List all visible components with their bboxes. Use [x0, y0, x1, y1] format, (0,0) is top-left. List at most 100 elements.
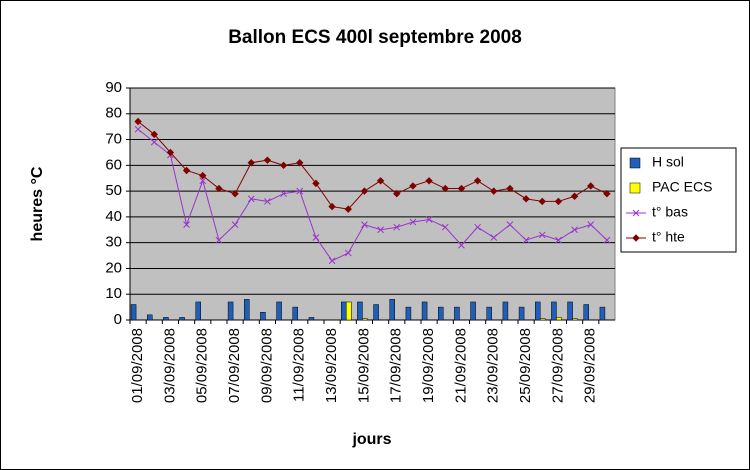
- x-tick-label: 13/09/2008: [323, 328, 340, 403]
- plot-area: [129, 87, 616, 321]
- marker: [328, 257, 336, 265]
- bar: [227, 301, 234, 321]
- marker: [425, 177, 433, 185]
- marker: [376, 177, 385, 185]
- y-tick-label: 10: [105, 285, 122, 302]
- bar: [130, 304, 137, 321]
- legend-swatch: [629, 157, 641, 169]
- marker: [134, 125, 142, 133]
- x-tick-label: 21/09/2008: [452, 328, 469, 403]
- marker: [603, 189, 611, 198]
- marker: [425, 216, 433, 223]
- marker: [182, 166, 191, 175]
- marker: [215, 236, 223, 244]
- x-tick-label: 15/09/2008: [355, 328, 372, 403]
- x-tick-label: 25/09/2008: [517, 328, 534, 403]
- marker: [554, 197, 563, 206]
- bar: [389, 299, 395, 321]
- marker: [231, 221, 239, 228]
- marker: [150, 138, 158, 146]
- marker: [490, 234, 498, 241]
- bar: [438, 306, 444, 321]
- legend-label: PAC ECS: [652, 179, 712, 195]
- marker: [393, 189, 401, 198]
- y-tick-label: 50: [105, 182, 122, 199]
- marker: [570, 192, 579, 200]
- bar: [357, 301, 363, 321]
- bar: [244, 299, 250, 321]
- x-tick-label: 05/09/2008: [194, 328, 211, 403]
- y-tick-label: 70: [105, 131, 122, 148]
- bar: [599, 306, 606, 321]
- x-tick-label: 27/09/2008: [549, 328, 566, 403]
- legend-label: H sol: [652, 154, 684, 170]
- x-tick-label: 23/09/2008: [485, 328, 502, 403]
- bar: [362, 318, 368, 321]
- x-tick-label: 07/09/2008: [226, 328, 243, 403]
- marker: [296, 187, 304, 195]
- marker: [441, 184, 449, 193]
- bar: [454, 306, 460, 321]
- marker: [473, 177, 482, 185]
- marker: [263, 156, 272, 164]
- marker: [312, 179, 320, 188]
- marker: [555, 236, 562, 244]
- bar: [276, 301, 282, 321]
- marker: [377, 226, 384, 234]
- marker: [522, 236, 530, 244]
- marker: [279, 161, 288, 170]
- bar: [502, 301, 509, 321]
- legend-swatch: [629, 182, 641, 194]
- bar: [486, 306, 492, 321]
- marker: [441, 223, 449, 231]
- marker: [474, 223, 481, 231]
- marker: [571, 226, 578, 234]
- bar: [535, 301, 541, 321]
- legend-label: t° hte: [652, 229, 685, 245]
- y-tick-label: 90: [105, 79, 122, 96]
- marker: [183, 221, 190, 228]
- line: [137, 128, 608, 262]
- marker: [506, 221, 514, 228]
- marker: [199, 177, 207, 185]
- x-axis-label: jours: [351, 431, 391, 448]
- marker: [458, 241, 465, 249]
- y-axis-label: heures °C: [29, 166, 46, 241]
- bar: [308, 317, 315, 321]
- marker: [409, 218, 417, 226]
- bar: [260, 312, 266, 321]
- marker: [587, 221, 595, 228]
- x-tick-label: 09/09/2008: [258, 328, 275, 403]
- bar: [292, 306, 298, 321]
- legend-label: t° bas: [652, 204, 688, 220]
- marker: [280, 190, 287, 198]
- bar: [583, 304, 589, 321]
- bar: [567, 301, 573, 321]
- marker: [215, 184, 223, 193]
- marker: [538, 197, 546, 206]
- x-tick-label: 03/09/2008: [161, 328, 178, 403]
- chart-title: Ballon ECS 400l septembre 2008: [228, 27, 522, 48]
- marker: [166, 148, 175, 157]
- y-tick-label: 30: [105, 234, 122, 251]
- marker: [393, 223, 401, 231]
- marker: [328, 202, 336, 211]
- x-tick-label: 01/09/2008: [129, 328, 146, 403]
- marker: [409, 182, 417, 190]
- marker: [603, 236, 611, 244]
- bar: [341, 301, 347, 321]
- x-tick-label: 19/09/2008: [420, 328, 437, 403]
- marker: [247, 159, 255, 167]
- bar: [556, 317, 562, 321]
- marker: [344, 205, 352, 213]
- y-tick-label: 20: [105, 259, 122, 276]
- marker: [538, 231, 546, 239]
- bar: [373, 304, 379, 321]
- bar: [405, 306, 412, 321]
- marker: [264, 198, 271, 205]
- marker: [296, 159, 304, 167]
- bar: [551, 301, 557, 321]
- x-tick-label: 11/09/2008: [291, 328, 308, 402]
- marker: [457, 184, 466, 193]
